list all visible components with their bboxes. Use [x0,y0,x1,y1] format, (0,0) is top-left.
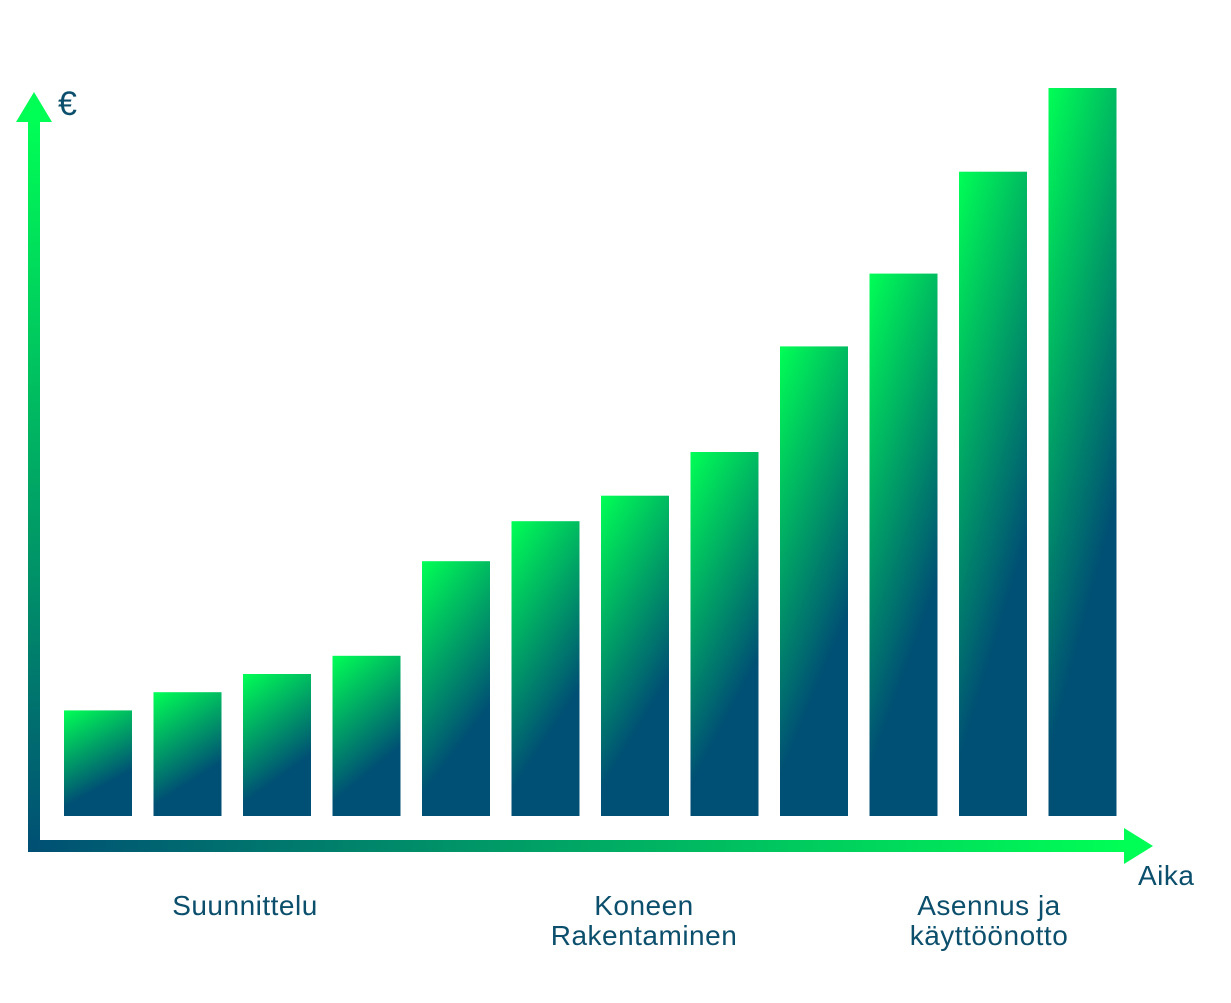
phase-label-line: Suunnittelu [172,890,318,921]
y-axis-label: € [58,85,78,123]
bars-group [64,88,1117,817]
x-axis-label: Aika [1138,860,1195,891]
bar-4 [332,655,401,816]
phase-label-planning: Suunnittelu [95,891,395,921]
bar-3 [243,674,311,816]
bar-12 [1048,88,1117,816]
bar-11 [959,171,1027,816]
bar-8 [690,452,759,816]
bar-5 [422,561,490,816]
bar-10 [869,273,938,817]
phase-label-installation: Asennus ja käyttöönotto [839,891,1139,951]
y-axis-line [28,118,40,852]
bar-1 [64,710,132,816]
bar-7 [601,495,669,816]
bar-9 [780,346,848,816]
phase-label-line: käyttöönotto [909,920,1069,951]
phase-label-line: Asennus ja [917,890,1061,921]
phase-label-building: Koneen Rakentaminen [494,891,794,951]
y-axis-arrow [16,92,52,122]
phase-label-line: Rakentaminen [550,920,738,951]
axes-group [16,92,1153,864]
bar-2 [153,692,222,816]
phase-label-line: Koneen [594,890,694,921]
x-axis-line [28,840,1128,852]
x-axis-arrow [1124,828,1153,864]
bar-6 [511,521,580,816]
